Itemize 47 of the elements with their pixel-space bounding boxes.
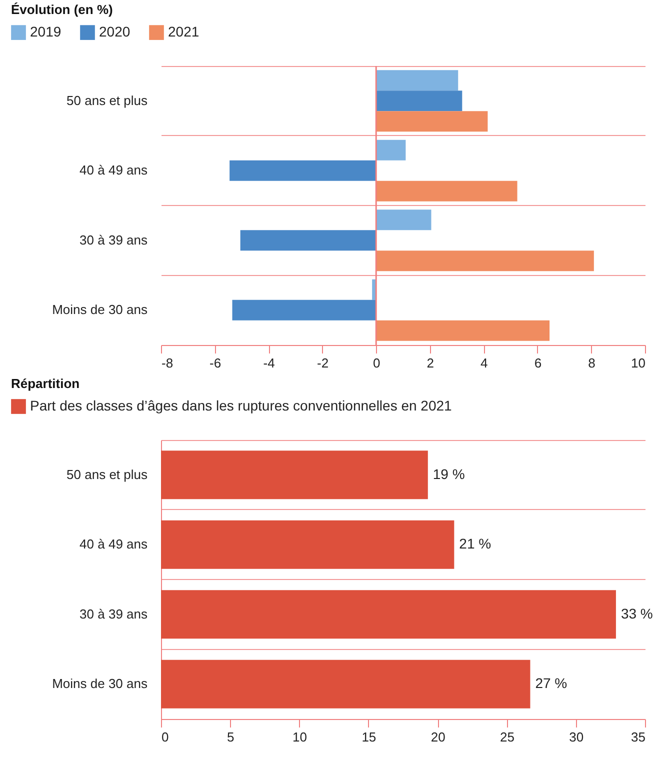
data-label: 21 % [459, 536, 492, 552]
x-tick-label: 8 [588, 356, 596, 370]
bar [376, 111, 488, 132]
y-tick-label: 40 à 49 ans [80, 162, 148, 178]
legend-title: Répartition [11, 376, 80, 391]
x-tick-label: 10 [631, 356, 646, 370]
x-tick-label: -8 [162, 356, 174, 370]
legend-title: Évolution (en %) [11, 2, 113, 17]
legend-label: 2020 [99, 24, 130, 40]
y-tick-label: Moins de 30 ans [52, 676, 148, 692]
y-tick-label: 30 à 39 ans [80, 232, 148, 248]
bar [376, 250, 594, 272]
x-tick-label: 15 [362, 730, 376, 744]
legend-label: 2019 [30, 24, 62, 40]
y-tick-label: 50 ans et plus [66, 466, 148, 482]
x-tick-label: 0 [162, 730, 169, 744]
bar [376, 210, 432, 230]
bar [376, 140, 406, 160]
bar [376, 320, 550, 341]
x-tick-label: -2 [317, 356, 329, 370]
legend-label: Part des classes d’âges dans les ruptures conventionnelles en 2021 [30, 398, 452, 414]
x-tick-label: 0 [372, 356, 380, 370]
x-tick-label: 10 [292, 730, 308, 744]
x-tick-label: -6 [209, 356, 222, 370]
data-label: 19 % [432, 466, 465, 482]
legend-label: 2021 [168, 24, 200, 40]
y-tick-label: 50 ans et plus [66, 92, 148, 108]
bar [240, 230, 376, 251]
bar [230, 160, 376, 181]
x-tick-label: 2 [426, 356, 434, 370]
x-tick-label: 30 [569, 730, 584, 744]
x-tick-label: -4 [263, 356, 275, 370]
y-tick-label: 30 à 39 ans [80, 606, 148, 622]
data-label: 27 % [535, 675, 568, 692]
bar [376, 70, 458, 91]
x-tick-label: 4 [480, 356, 488, 370]
x-tick-label: 25 [500, 730, 514, 744]
bar [232, 300, 376, 320]
y-tick-label: 40 à 49 ans [80, 536, 148, 552]
x-tick-label: 6 [534, 356, 542, 370]
bar [376, 180, 518, 202]
bar [376, 90, 462, 112]
data-label: 33 % [620, 605, 653, 622]
x-tick-label: 20 [430, 730, 446, 744]
y-tick-label: Moins de 30 ans [52, 302, 148, 318]
x-tick-label: 5 [227, 730, 234, 744]
x-tick-label: 35 [631, 730, 646, 744]
